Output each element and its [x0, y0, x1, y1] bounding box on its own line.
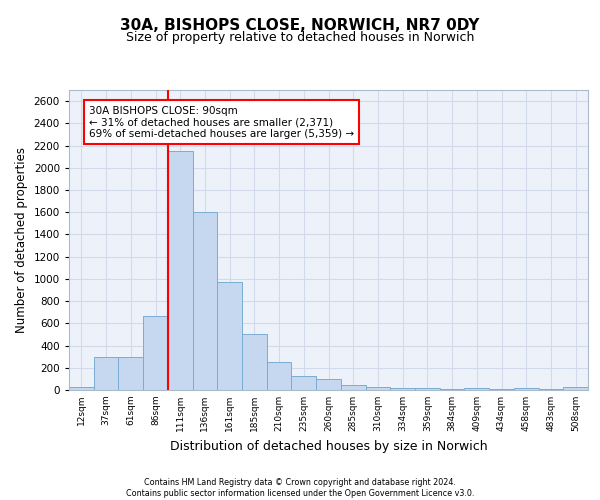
Bar	[168, 151, 193, 390]
Y-axis label: Number of detached properties: Number of detached properties	[15, 147, 28, 333]
Text: 30A BISHOPS CLOSE: 90sqm
← 31% of detached houses are smaller (2,371)
69% of sem: 30A BISHOPS CLOSE: 90sqm ← 31% of detach…	[89, 106, 354, 139]
Bar	[267, 362, 292, 390]
Bar	[464, 388, 489, 390]
Bar	[292, 376, 316, 390]
Bar	[514, 388, 539, 390]
Bar	[69, 387, 94, 390]
Bar	[217, 282, 242, 390]
Bar	[118, 356, 143, 390]
Bar	[415, 388, 440, 390]
X-axis label: Distribution of detached houses by size in Norwich: Distribution of detached houses by size …	[170, 440, 487, 452]
Bar	[390, 388, 415, 390]
Text: Size of property relative to detached houses in Norwich: Size of property relative to detached ho…	[126, 31, 474, 44]
Bar	[143, 316, 168, 390]
Bar	[94, 356, 118, 390]
Text: 30A, BISHOPS CLOSE, NORWICH, NR7 0DY: 30A, BISHOPS CLOSE, NORWICH, NR7 0DY	[121, 18, 479, 32]
Bar	[563, 387, 588, 390]
Bar	[316, 379, 341, 390]
Bar	[242, 334, 267, 390]
Bar	[365, 386, 390, 390]
Bar	[440, 389, 464, 390]
Text: Contains HM Land Registry data © Crown copyright and database right 2024.
Contai: Contains HM Land Registry data © Crown c…	[126, 478, 474, 498]
Bar	[193, 212, 217, 390]
Bar	[341, 385, 365, 390]
